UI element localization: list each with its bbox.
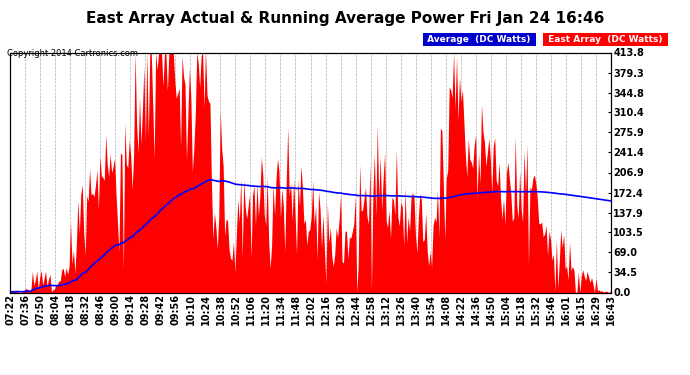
Text: Copyright 2014 Cartronics.com: Copyright 2014 Cartronics.com <box>7 49 138 58</box>
Text: East Array Actual & Running Average Power Fri Jan 24 16:46: East Array Actual & Running Average Powe… <box>86 11 604 26</box>
Text: East Array  (DC Watts): East Array (DC Watts) <box>545 35 666 44</box>
Text: Average  (DC Watts): Average (DC Watts) <box>424 35 534 44</box>
